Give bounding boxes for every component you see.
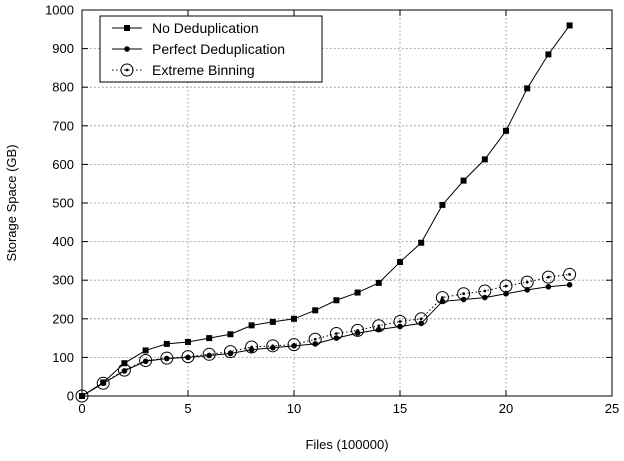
data-point-no-deduplication [269, 318, 276, 325]
legend-entry-no-deduplication: No Deduplication [112, 20, 259, 36]
x-tick-label: 25 [605, 401, 619, 416]
y-tick-label: 600 [52, 157, 74, 172]
legend: No Deduplication Perfect Deduplication Ext… [99, 15, 323, 83]
legend-entry-perfect-deduplication: Perfect Deduplication [112, 41, 285, 57]
data-point-extreme-binning [372, 319, 386, 333]
data-point-perfect-deduplication [545, 283, 552, 290]
data-point-perfect-deduplication [482, 294, 488, 301]
data-point-extreme-binning [308, 332, 322, 346]
data-point-extreme-binning [393, 315, 407, 329]
legend-label-no-deduplication: No Deduplication [152, 20, 259, 36]
data-point-extreme-binning [202, 347, 216, 361]
x-tick-label: 20 [499, 401, 513, 416]
data-point-no-deduplication [248, 322, 255, 329]
series-group [75, 22, 577, 403]
y-axis-label: Storage Space (GB) [4, 144, 19, 261]
data-point-extreme-binning [499, 279, 513, 293]
data-point-no-deduplication [312, 307, 319, 314]
data-point-perfect-deduplication [354, 330, 361, 336]
data-point-extreme-binning [223, 345, 237, 359]
legend-entry-extreme-binning: Extreme Binning [112, 62, 255, 78]
data-point-perfect-deduplication [312, 341, 319, 347]
data-point-extreme-binning [160, 351, 174, 365]
legend-label-perfect-deduplication: Perfect Deduplication [152, 41, 285, 57]
data-point-extreme-binning [266, 339, 280, 353]
data-point-perfect-deduplication [376, 326, 382, 333]
x-tick-label: 0 [78, 401, 85, 416]
data-point-no-deduplication [418, 239, 425, 246]
data-point-extreme-binning [541, 270, 555, 284]
data-point-perfect-deduplication [439, 298, 446, 305]
x-tick-label: 15 [393, 401, 407, 416]
x-tick-label: 5 [184, 401, 191, 416]
series-perfect-deduplication [79, 282, 573, 399]
data-point-extreme-binning [563, 267, 577, 281]
y-tick-label: 900 [52, 41, 74, 56]
series-line-no-deduplication [81, 25, 571, 397]
data-point-no-deduplication [227, 331, 234, 338]
data-point-extreme-binning [117, 363, 131, 377]
data-point-no-deduplication [524, 85, 531, 92]
legend-marker-no-deduplication [124, 25, 130, 31]
data-point-extreme-binning [435, 291, 449, 305]
data-point-extreme-binning [245, 340, 259, 354]
data-point-no-deduplication [142, 347, 149, 354]
legend-label-extreme-binning: Extreme Binning [152, 62, 255, 78]
data-point-extreme-binning [96, 376, 110, 390]
y-tick-label: 200 [52, 311, 74, 326]
data-point-no-deduplication [291, 315, 297, 322]
data-point-no-deduplication [481, 156, 488, 163]
data-point-no-deduplication [121, 360, 128, 367]
axis-ticks: 0 5 10 15 20 25 0 100 200 300 400 500 600 700 800 900 10… [45, 3, 619, 417]
y-tick-label: 100 [52, 350, 74, 365]
y-tick-label: 1000 [45, 3, 74, 18]
y-tick-label: 700 [52, 118, 74, 133]
grid-lines [82, 10, 612, 396]
data-point-extreme-binning [478, 284, 492, 298]
data-point-extreme-binning [287, 338, 301, 352]
data-point-extreme-binning [181, 350, 195, 364]
y-tick-label: 500 [52, 196, 74, 211]
y-tick-label: 0 [67, 389, 74, 404]
x-tick-label: 10 [287, 401, 301, 416]
data-point-extreme-binning [520, 275, 534, 289]
data-point-no-deduplication [503, 127, 509, 134]
data-point-extreme-binning [457, 287, 471, 301]
data-point-no-deduplication [163, 340, 170, 347]
legend-marker-extreme-binning [120, 63, 134, 77]
data-point-no-deduplication [545, 51, 552, 58]
data-point-perfect-deduplication [566, 282, 573, 288]
data-point-extreme-binning [351, 323, 365, 337]
y-tick-label: 400 [52, 234, 74, 249]
data-point-perfect-deduplication [333, 335, 340, 341]
data-point-extreme-binning [329, 326, 343, 340]
data-point-no-deduplication [460, 177, 467, 184]
x-axis-label: Files (100000) [305, 437, 388, 452]
series-extreme-binning [75, 267, 577, 403]
data-point-no-deduplication [439, 201, 446, 208]
legend-marker-perfect-deduplication [124, 46, 130, 52]
data-point-perfect-deduplication [397, 323, 403, 330]
data-point-extreme-binning [414, 312, 428, 326]
y-tick-label: 800 [52, 80, 74, 95]
series-line-perfect-deduplication [81, 284, 570, 397]
data-point-no-deduplication [397, 259, 403, 266]
data-point-perfect-deduplication [418, 320, 425, 327]
y-tick-label: 300 [52, 273, 74, 288]
data-point-no-deduplication [375, 279, 382, 286]
data-point-no-deduplication [333, 297, 340, 304]
data-point-extreme-binning [139, 353, 153, 367]
series-line-extreme-binning [81, 273, 570, 397]
data-point-perfect-deduplication [248, 346, 255, 353]
data-point-perfect-deduplication [270, 344, 276, 351]
data-point-no-deduplication [185, 338, 191, 345]
data-point-no-deduplication [354, 289, 361, 296]
data-point-no-deduplication [206, 335, 213, 342]
data-point-no-deduplication [566, 22, 573, 29]
